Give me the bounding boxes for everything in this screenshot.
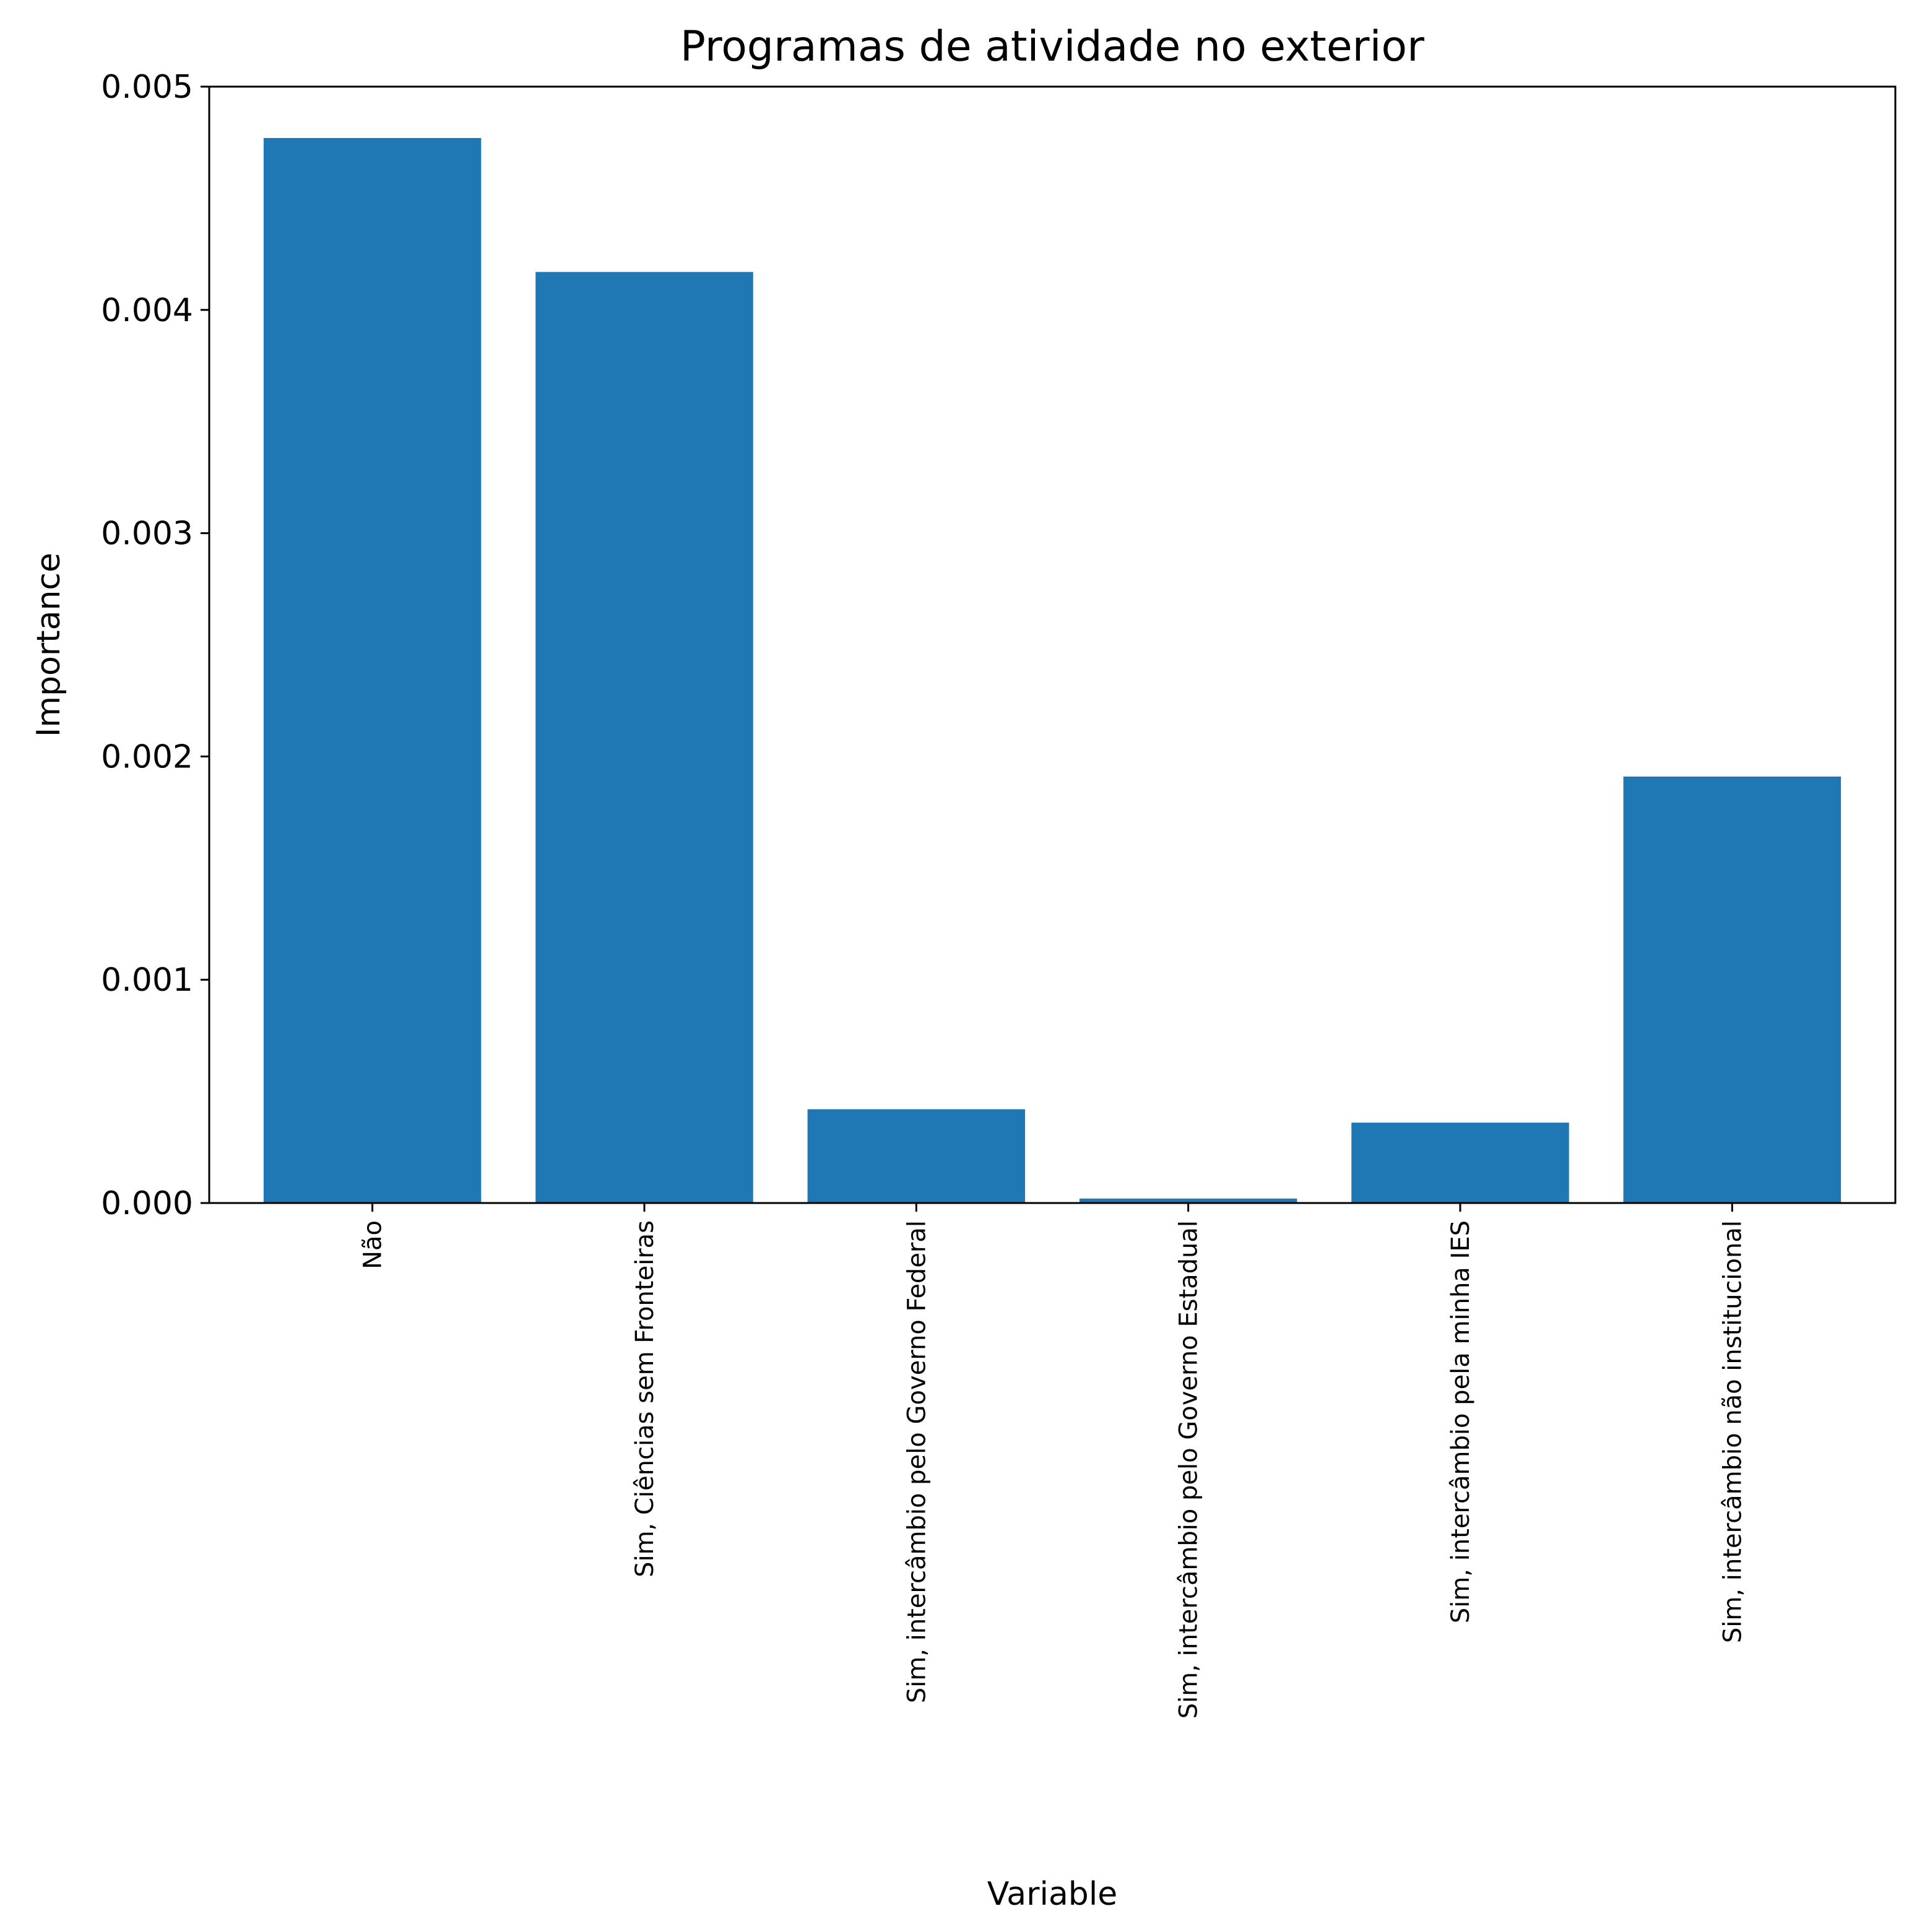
x-tick-label: Sim, intercâmbio pelo Governo Estadual bbox=[1175, 1220, 1203, 1719]
bar-0 bbox=[263, 137, 482, 1203]
bar-1 bbox=[535, 272, 753, 1203]
plot-frame bbox=[208, 85, 1897, 1204]
y-tick-label: 0.005 bbox=[101, 69, 193, 106]
bar-3 bbox=[1079, 1198, 1297, 1203]
y-tick-label: 0.001 bbox=[101, 962, 193, 999]
x-tick-label: Sim, intercâmbio pela minha IES bbox=[1447, 1220, 1475, 1623]
y-axis-ticks: 0.000 0.001 0.002 0.003 0.004 0.005 bbox=[101, 69, 209, 1222]
y-tick-label: 0.002 bbox=[101, 738, 193, 775]
bar-2 bbox=[807, 1109, 1026, 1203]
x-tick-label: Sim, intercâmbio não institucional bbox=[1718, 1220, 1747, 1643]
y-axis-label: Importance bbox=[30, 553, 67, 737]
x-axis-label: Variable bbox=[987, 1876, 1118, 1913]
x-tick-label: Não bbox=[359, 1220, 387, 1269]
x-tick-label: Sim, Ciências sem Fronteiras bbox=[631, 1220, 659, 1577]
y-tick-label: 0.004 bbox=[101, 292, 193, 329]
x-tick-label: Sim, intercâmbio pelo Governo Federal bbox=[902, 1220, 931, 1703]
y-tick-label: 0.000 bbox=[101, 1185, 193, 1222]
y-tick-label: 0.003 bbox=[101, 515, 193, 553]
bars-group bbox=[263, 137, 1841, 1203]
chart-title: Programas de atividade no exterior bbox=[680, 22, 1424, 71]
bar-5 bbox=[1623, 776, 1841, 1203]
x-axis-ticks: Não Sim, Ciências sem Fronteiras Sim, inte… bbox=[359, 1203, 1747, 1719]
bar-4 bbox=[1351, 1123, 1569, 1203]
